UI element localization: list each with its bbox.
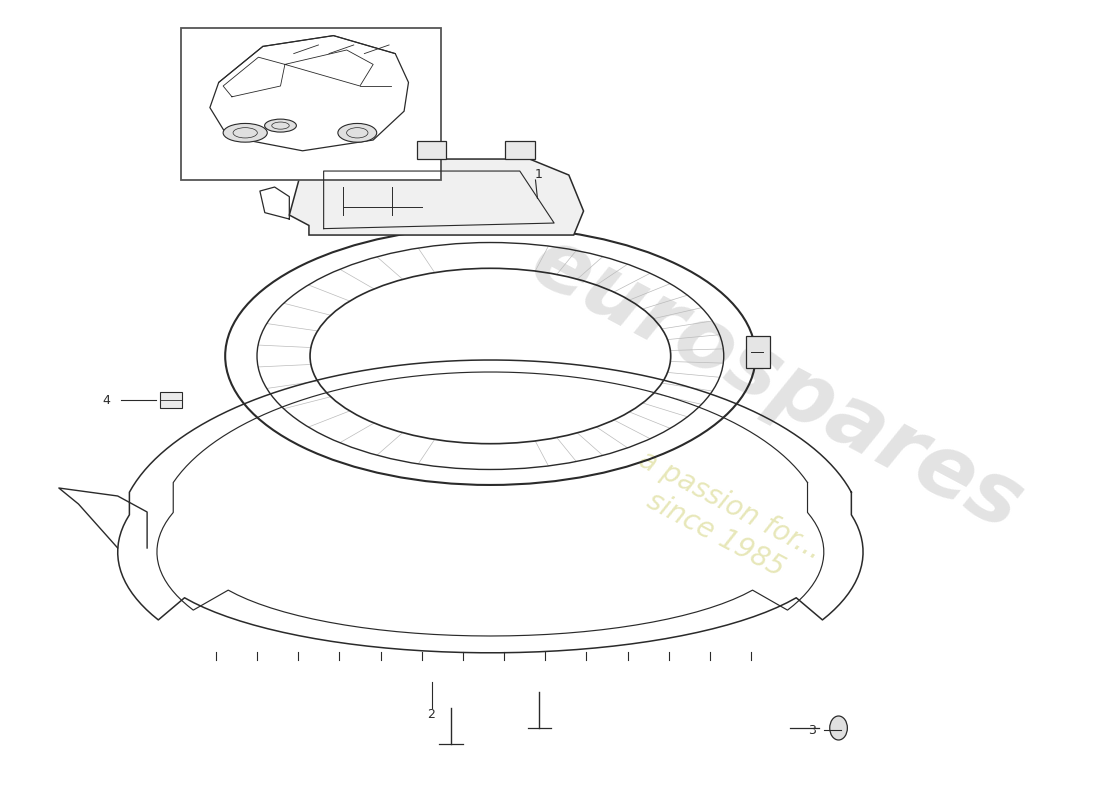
Text: 2: 2 — [428, 708, 436, 721]
Ellipse shape — [829, 716, 847, 740]
Bar — [161, 392, 182, 408]
Ellipse shape — [223, 123, 267, 142]
Ellipse shape — [265, 119, 296, 132]
Text: 1: 1 — [535, 168, 542, 181]
Bar — [417, 142, 447, 159]
Text: 3: 3 — [808, 724, 816, 737]
Text: 4: 4 — [102, 394, 110, 406]
Bar — [182, 28, 441, 180]
Bar — [505, 142, 535, 159]
Polygon shape — [289, 159, 584, 235]
Text: eurospares: eurospares — [517, 219, 1036, 549]
Text: a passion for...
since 1985: a passion for... since 1985 — [619, 446, 826, 594]
Bar — [746, 336, 770, 368]
Ellipse shape — [338, 123, 376, 142]
